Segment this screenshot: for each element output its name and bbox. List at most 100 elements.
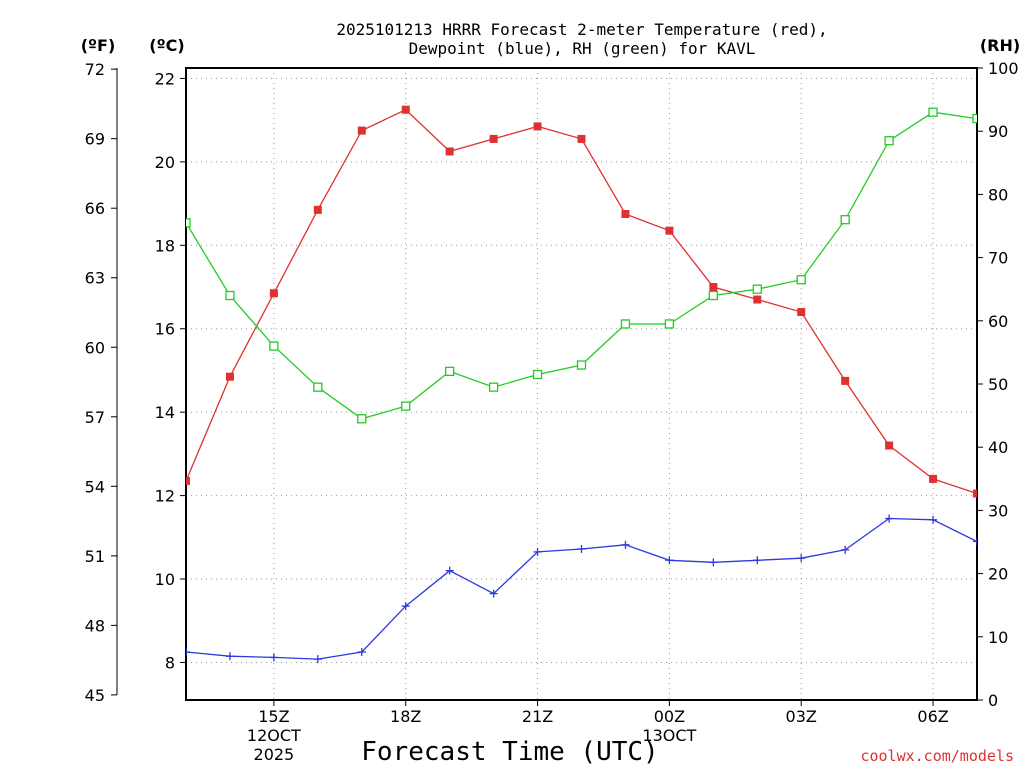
- time-tick-label: 03Z: [786, 707, 817, 726]
- temperature-point: [401, 105, 410, 114]
- dewpoint-point: [269, 653, 278, 662]
- time-tick-label: 00Z: [654, 707, 685, 726]
- celsius-tick-label: 8: [165, 653, 175, 672]
- time-tick-label: 15Z: [258, 707, 289, 726]
- plot-frame: [185, 67, 978, 701]
- celsius-tick-label: 16: [155, 320, 175, 339]
- rh-point: [884, 136, 894, 146]
- rh-tick-label: 20: [988, 565, 1008, 584]
- rh-point: [401, 401, 411, 411]
- rh-tick-label: 100: [988, 59, 1019, 78]
- rh-tick-label: 30: [988, 501, 1008, 520]
- date-label: 12OCT: [247, 726, 301, 745]
- temperature-point: [186, 476, 190, 485]
- dewpoint-point: [929, 515, 938, 524]
- series-line-1: [186, 517, 977, 660]
- fahrenheit-tick-label: 57: [85, 408, 105, 427]
- temperature-point: [841, 376, 850, 385]
- dewpoint-point: [225, 652, 234, 661]
- rh-tick-label: 50: [988, 375, 1008, 394]
- time-tick-label: 06Z: [917, 707, 948, 726]
- rh-tick-label: 10: [988, 628, 1008, 647]
- temperature-point: [445, 147, 454, 156]
- fahrenheit-tick-label: 51: [85, 547, 105, 566]
- series-line-0: [186, 108, 977, 495]
- temperature-point: [489, 134, 498, 143]
- chart-title-line-2: Dewpoint (blue), RH (green) for KAVL: [409, 39, 756, 58]
- rh-tick-label: 70: [988, 249, 1008, 268]
- rh-point: [840, 215, 850, 225]
- dewpoint-point: [357, 648, 366, 657]
- temperature-point: [357, 126, 366, 135]
- series-line-2: [186, 111, 977, 420]
- dewpoint-point: [841, 545, 850, 554]
- dewpoint-point: [885, 514, 894, 523]
- rh-point: [186, 218, 191, 228]
- fahrenheit-unit-label: (ºF): [81, 36, 116, 55]
- x-axis-label: Forecast Time (UTC): [361, 737, 658, 767]
- dewpoint-point: [186, 648, 190, 657]
- dewpoint-point: [797, 554, 806, 563]
- fahrenheit-tick-label: 54: [85, 477, 105, 496]
- temperature-point: [929, 474, 938, 483]
- date-label: 2025: [254, 745, 295, 764]
- rh-point: [269, 341, 279, 351]
- rh-point: [796, 275, 806, 285]
- dewpoint-point: [445, 566, 454, 575]
- temperature-point: [269, 289, 278, 298]
- plot-area: [186, 105, 977, 664]
- temperature-point: [225, 372, 234, 381]
- rh-point: [576, 360, 587, 370]
- celsius-tick-label: 20: [155, 153, 175, 172]
- gridlines: [186, 68, 977, 700]
- fahrenheit-tick-label: 69: [85, 130, 105, 149]
- rh-point: [225, 290, 235, 301]
- fahrenheit-tick-label: 63: [85, 269, 105, 288]
- temperature-point: [709, 283, 718, 292]
- temperature-point: [797, 308, 806, 317]
- temperature-point: [665, 226, 674, 235]
- dewpoint-point: [753, 556, 762, 565]
- celsius-tick-label: 18: [155, 236, 175, 255]
- dewpoint-point: [973, 537, 977, 546]
- fahrenheit-tick-label: 48: [85, 616, 105, 635]
- source-credit: coolwx.com/models: [860, 747, 1014, 765]
- celsius-tick-label: 10: [155, 570, 175, 589]
- rh-point: [664, 319, 675, 329]
- temperature-point: [973, 489, 977, 498]
- dewpoint-point: [709, 558, 718, 567]
- dewpoint-point: [533, 547, 542, 556]
- fahrenheit-tick-label: 45: [85, 686, 105, 705]
- rh-tick-label: 90: [988, 122, 1008, 141]
- rh-unit-label: (RH): [980, 36, 1020, 55]
- temperature-point: [577, 134, 586, 143]
- time-tick-label: 18Z: [390, 707, 421, 726]
- temperature-point: [621, 210, 630, 219]
- fahrenheit-tick-label: 60: [85, 338, 105, 357]
- dewpoint-point: [577, 544, 586, 553]
- rh-tick-label: 60: [988, 312, 1008, 331]
- time-tick-label: 21Z: [522, 707, 553, 726]
- temperature-point: [885, 441, 894, 450]
- chart-title-line-1: 2025101213 HRRR Forecast 2-meter Tempera…: [336, 20, 827, 39]
- dewpoint-point: [665, 556, 674, 565]
- temperature-point: [753, 295, 762, 304]
- axes: 7269666360575451484522201816141210810090…: [85, 59, 1019, 764]
- rh-point: [708, 290, 718, 301]
- temperature-point: [313, 205, 322, 214]
- rh-tick-label: 40: [988, 438, 1008, 457]
- celsius-tick-label: 14: [155, 403, 175, 422]
- celsius-tick-label: 22: [155, 69, 175, 88]
- rh-point: [752, 284, 762, 294]
- fahrenheit-tick-label: 72: [85, 60, 105, 79]
- rh-point: [357, 414, 367, 424]
- dewpoint-point: [313, 655, 322, 664]
- rh-point: [532, 369, 543, 380]
- series-layer: [186, 105, 977, 664]
- rh-point: [928, 107, 938, 117]
- rh-point: [445, 366, 455, 377]
- rh-point: [313, 382, 323, 392]
- celsius-tick-label: 12: [155, 487, 175, 506]
- dewpoint-point: [621, 540, 630, 549]
